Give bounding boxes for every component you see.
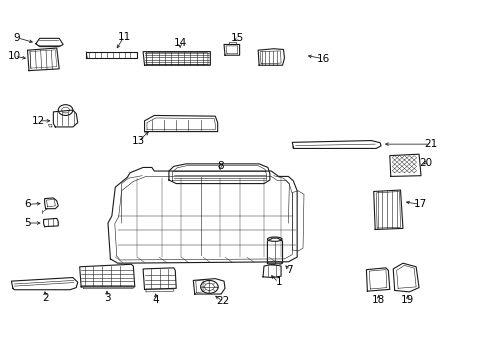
Text: 13: 13 xyxy=(131,136,144,146)
Text: 9: 9 xyxy=(14,33,20,42)
Text: 14: 14 xyxy=(173,38,186,48)
Text: 2: 2 xyxy=(42,293,49,303)
Text: 16: 16 xyxy=(316,54,329,64)
Text: 3: 3 xyxy=(103,293,110,303)
Text: 15: 15 xyxy=(230,33,244,43)
Text: 10: 10 xyxy=(8,51,21,61)
Text: 19: 19 xyxy=(401,295,414,305)
Text: 18: 18 xyxy=(371,295,385,305)
Text: 11: 11 xyxy=(117,32,130,41)
Text: 20: 20 xyxy=(419,158,431,168)
Text: 6: 6 xyxy=(24,199,31,210)
Text: 22: 22 xyxy=(216,296,229,306)
Text: 12: 12 xyxy=(32,116,45,126)
Text: 1: 1 xyxy=(275,277,282,287)
Text: 21: 21 xyxy=(423,139,436,149)
Text: 7: 7 xyxy=(286,265,293,275)
Text: 17: 17 xyxy=(412,199,426,210)
Text: 5: 5 xyxy=(24,218,31,228)
Text: 8: 8 xyxy=(216,161,223,171)
Text: 4: 4 xyxy=(152,295,159,305)
